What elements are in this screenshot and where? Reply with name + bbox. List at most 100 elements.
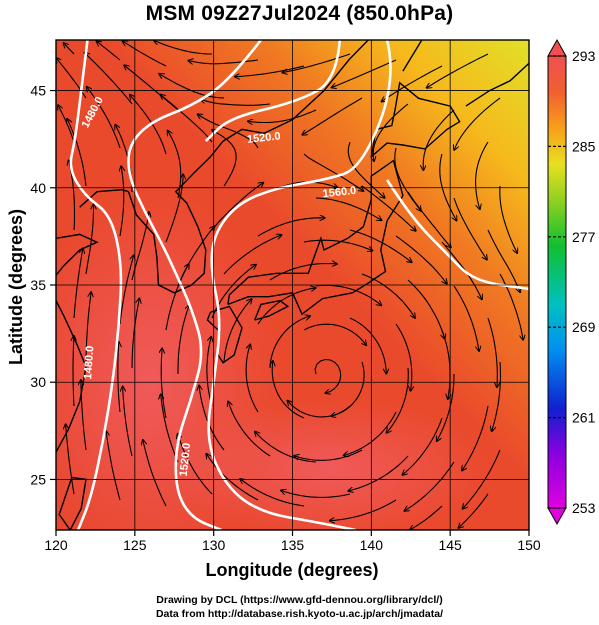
streamline [245,345,259,413]
colorbar-tick-label: 277 [572,229,596,245]
streamline [492,361,502,431]
contour-line [69,40,123,530]
credit-drawing: Drawing by DCL (https://www.gfd-dennou.o… [156,594,443,606]
streamline [257,288,316,325]
contour-label: 1520.0 [178,442,193,477]
streamline [382,65,443,101]
streamline [459,493,489,528]
streamline [161,395,179,463]
streamline [73,249,83,319]
streamline [410,505,443,530]
streamline [106,431,121,501]
colorbar-ticks: 293 285 277 269 261 253 [548,48,596,516]
streamline [303,239,372,251]
streamline [487,229,520,292]
streamline [211,183,263,231]
x-tick-label: 145 [438,537,462,553]
streamline [143,440,167,507]
y-tick-label: 30 [30,374,46,390]
streamline [303,323,366,345]
streamline [332,59,397,88]
streamline [206,454,259,501]
colorbar-tick-label: 253 [572,500,596,516]
streamline [161,95,213,143]
streamline [269,316,310,369]
streamline [349,455,409,491]
streamline [361,273,415,318]
streamline [178,434,213,495]
coastline-segment [227,159,404,316]
streamline [206,337,212,407]
streamline [405,461,455,511]
coastline-segment [465,62,529,107]
streamline [85,53,133,105]
streamline [437,373,455,441]
streamline [288,401,351,418]
streamline [165,264,189,331]
streamline [188,60,259,64]
x-tick-label: 135 [281,537,305,553]
streamline [272,361,305,419]
colorbar-tick-label: 285 [572,138,596,154]
warm-anomaly-shading-east [170,400,490,530]
streamline [407,191,451,247]
x-tick-label: 120 [44,537,68,553]
streamline [427,53,489,88]
streamline [475,141,489,209]
contour-line [386,179,529,291]
streamline [97,41,121,61]
coastline-segment [206,305,243,364]
streamline [64,43,75,55]
contour-label: 1520.0 [246,130,281,145]
y-axis-ticks: 25 30 35 40 45 [30,83,56,487]
streamline [387,367,409,433]
streamline [165,175,183,243]
x-tick-label: 140 [360,537,384,553]
streamline [87,87,121,149]
contour-line [207,40,392,530]
streamline [347,141,384,198]
streamline [269,264,337,281]
grid-lines [56,40,529,530]
streamline [159,74,225,99]
streamline [201,99,271,106]
streamline [212,130,237,187]
streamline [453,197,487,260]
streamline [154,40,213,55]
x-axis-ticks: 120 125 130 135 140 145 150 [44,530,541,553]
streamline [349,317,386,374]
streamline [423,109,455,170]
y-tick-label: 35 [30,277,46,293]
colorbar-tick-label: 269 [572,319,596,335]
streamline [228,402,271,457]
streamline [73,336,74,407]
y-axis-title: Latitude (degrees) [6,209,26,365]
streamline [395,235,447,284]
colorbar-bottom-arrow [547,507,567,526]
streamline [403,417,443,475]
y-tick-label: 40 [30,180,46,196]
streamline [177,305,189,374]
streamline [66,425,75,495]
streamline [119,255,134,325]
streamline [499,185,517,253]
colorbar-top-arrow [547,38,567,57]
streamline [120,166,124,237]
coastline-segment [402,40,423,72]
streamline [303,153,363,191]
streamline [161,348,167,419]
colorbar: 293 285 277 269 261 253 [547,38,596,526]
streamline [123,41,167,67]
coastline-segment [254,299,290,321]
streamline [395,323,412,391]
colorbar-tick-label: 293 [572,48,596,64]
streamline [67,119,87,187]
streamline [223,235,281,275]
coastlines [56,40,529,530]
streamline [463,449,501,509]
streamline [283,53,351,73]
streamline [462,405,489,471]
x-axis-title: Longitude (degrees) [205,560,378,580]
streamline [302,97,363,135]
